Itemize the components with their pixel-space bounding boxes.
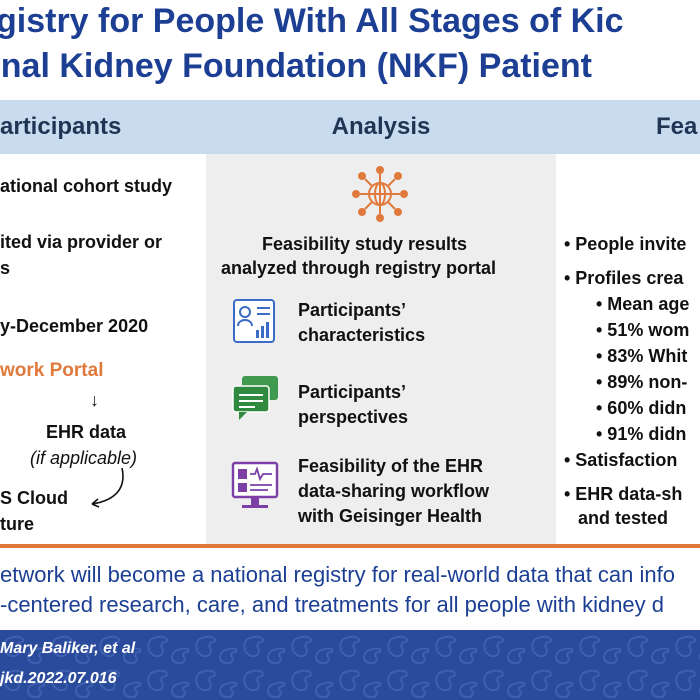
conclusion-box: etwork will become a national registry f… bbox=[0, 548, 700, 630]
header-analysis: Analysis bbox=[206, 100, 556, 154]
item3-line-2: data-sharing workflow bbox=[298, 481, 490, 501]
cloud-label-cont: ture bbox=[0, 514, 35, 534]
feasibility-column: • People invite • Profiles crea • Mean a… bbox=[556, 154, 700, 544]
feasibility-sub-6: • 91% didn bbox=[596, 424, 687, 444]
analysis-intro-line-2: analyzed through registry portal bbox=[221, 258, 497, 278]
monitor-ehr-icon bbox=[231, 461, 279, 508]
participants-recruitment-cont: s bbox=[0, 258, 11, 278]
item2-line-1: Participants’ bbox=[298, 382, 407, 402]
item3-line-3: with Geisinger Health bbox=[298, 506, 483, 526]
participants-date-range: y-December 2020 bbox=[0, 316, 149, 336]
feasibility-bullet-4: • EHR data-sh bbox=[564, 484, 683, 504]
chat-bubbles-icon bbox=[232, 376, 278, 420]
item1-line-2: characteristics bbox=[298, 325, 426, 345]
feasibility-sub-1: • Mean age bbox=[596, 294, 690, 314]
analysis-intro-line-1: Feasibility study results bbox=[262, 234, 468, 254]
title-banner: gistry for People With All Stages of Kic… bbox=[0, 0, 700, 96]
title-line-2: onal Kidney Foundation (NKF) Patient bbox=[0, 47, 592, 85]
feasibility-bullet-3: • Satisfaction bbox=[564, 450, 678, 470]
feasibility-bullet-2: • Profiles crea bbox=[564, 268, 684, 288]
feasibility-sub-3: • 83% Whit bbox=[596, 346, 688, 366]
feasibility-sub-2: • 51% wom bbox=[596, 320, 690, 340]
column-headers: articipants Analysis Fea bbox=[0, 100, 700, 154]
cloud-label: S Cloud bbox=[0, 488, 68, 508]
network-globe-icon bbox=[352, 166, 408, 222]
footer-doi[interactable]: jkd.2022.07.016 bbox=[0, 670, 117, 687]
conclusion-line-2: -centered research, care, and treatments… bbox=[0, 592, 665, 617]
footer-bar: Mary Baliker, et al jkd.2022.07.016 bbox=[0, 630, 700, 700]
feasibility-sub-5: • 60% didn bbox=[596, 398, 687, 418]
network-portal-label: work Portal bbox=[0, 360, 104, 381]
header-participants: articipants bbox=[0, 100, 206, 154]
feasibility-bullet-4-cont: and tested bbox=[578, 508, 669, 528]
feasibility-sub-4: • 89% non- bbox=[596, 372, 688, 392]
participants-column: ational cohort study ited via provider o… bbox=[0, 154, 206, 544]
curved-arrow-icon bbox=[91, 467, 124, 508]
item1-line-1: Participants’ bbox=[298, 300, 407, 320]
orange-divider bbox=[0, 544, 700, 548]
footer-authors: Mary Baliker, et al bbox=[0, 640, 136, 657]
analysis-column: Feasibility study results analyzed throu… bbox=[206, 154, 556, 544]
ehr-data-label: EHR data bbox=[46, 422, 127, 442]
feasibility-bullet-1: • People invite bbox=[564, 234, 687, 254]
item2-line-2: perspectives bbox=[298, 407, 409, 427]
profile-chart-icon bbox=[233, 299, 275, 343]
title-line-1: gistry for People With All Stages of Kic bbox=[0, 2, 624, 40]
item3-line-1: Feasibility of the EHR bbox=[298, 456, 484, 476]
ehr-applicable-note: (if applicable) bbox=[30, 448, 138, 468]
header-feasibility: Fea bbox=[556, 100, 700, 154]
down-arrow-icon: ↓ bbox=[90, 390, 99, 410]
kidney-pattern-background bbox=[0, 630, 700, 700]
participants-recruitment: ited via provider or bbox=[0, 232, 163, 252]
participants-study-type: ational cohort study bbox=[0, 176, 173, 196]
conclusion-line-1: etwork will become a national registry f… bbox=[0, 562, 675, 587]
